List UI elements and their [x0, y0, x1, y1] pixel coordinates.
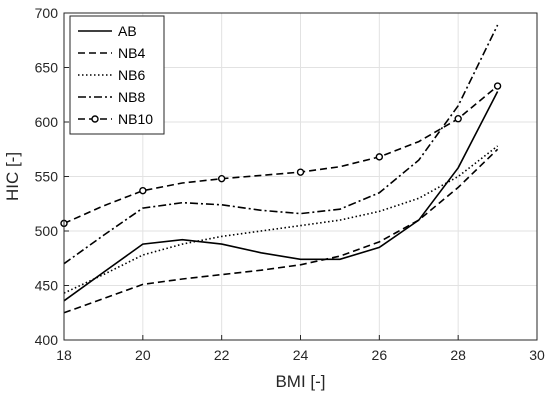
- series-layer: [60, 24, 502, 314]
- y-axis-label: HIC [-]: [3, 152, 22, 201]
- x-tick-label: 30: [529, 347, 545, 363]
- y-tick-label: 500: [35, 223, 59, 239]
- y-tick-label: 550: [35, 169, 59, 185]
- x-tick-label: 26: [372, 347, 388, 363]
- series-point-nb10: [493, 82, 502, 90]
- legend-label-ab: AB: [118, 23, 137, 39]
- series-line-nb6: [63, 145, 499, 294]
- x-tick-label: 28: [450, 347, 466, 363]
- y-tick-label: 400: [35, 332, 59, 348]
- series-line-nb10: [63, 85, 499, 225]
- legend-label-nb4: NB4: [118, 45, 145, 61]
- series-line-nb8: [63, 24, 499, 265]
- series-point-nb10: [454, 115, 462, 123]
- legend-label-nb6: NB6: [118, 67, 145, 83]
- series-point-nb10: [217, 174, 226, 183]
- series-line-nb4: [63, 148, 499, 314]
- y-tick-label: 600: [35, 114, 59, 130]
- legend-box: [69, 15, 165, 135]
- legend-label-nb8: NB8: [118, 89, 145, 105]
- legend-label-nb10: NB10: [118, 111, 153, 127]
- y-axis-ticks: 400 450 500 550 600 650 700: [35, 5, 69, 348]
- x-tick-label: 24: [293, 347, 309, 363]
- series-point-nb10: [375, 153, 384, 161]
- x-tick-label: 18: [56, 347, 72, 363]
- series-point-nb10: [296, 168, 305, 176]
- x-tick-label: 20: [135, 347, 151, 363]
- y-tick-label: 700: [35, 5, 59, 21]
- legend-marker-nb10: [91, 115, 99, 123]
- series-point-nb10: [139, 186, 147, 195]
- y-tick-label: 450: [35, 278, 59, 294]
- series-line-ab: [63, 91, 499, 302]
- y-tick-label: 650: [35, 60, 59, 76]
- legend: AB NB4 NB6 NB8 NB10: [69, 15, 165, 135]
- x-tick-label: 22: [214, 347, 230, 363]
- x-axis-ticks: 18 20 22 24 26 28 30: [56, 335, 545, 363]
- x-axis-label: BMI [-]: [275, 372, 325, 391]
